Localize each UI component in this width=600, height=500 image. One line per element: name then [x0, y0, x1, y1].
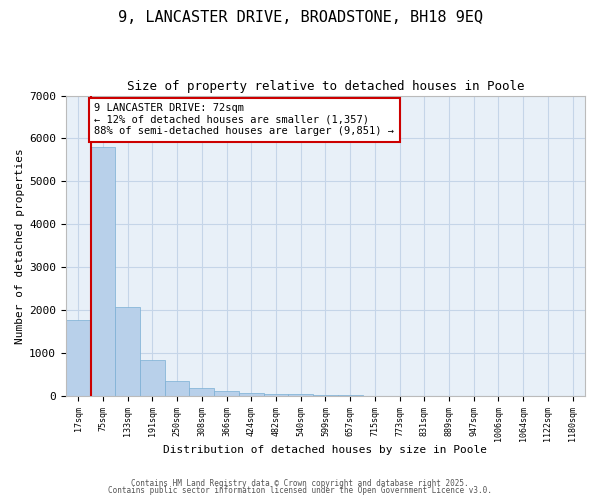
Bar: [115, 307, 140, 396]
Y-axis label: Number of detached properties: Number of detached properties: [15, 148, 25, 344]
Text: 9, LANCASTER DRIVE, BROADSTONE, BH18 9EQ: 9, LANCASTER DRIVE, BROADSTONE, BH18 9EQ: [118, 10, 482, 25]
X-axis label: Distribution of detached houses by size in Poole: Distribution of detached houses by size …: [163, 445, 487, 455]
Text: 9 LANCASTER DRIVE: 72sqm
← 12% of detached houses are smaller (1,357)
88% of sem: 9 LANCASTER DRIVE: 72sqm ← 12% of detach…: [94, 104, 394, 136]
Bar: [190, 388, 214, 396]
Text: Contains HM Land Registry data © Crown copyright and database right 2025.: Contains HM Land Registry data © Crown c…: [131, 478, 469, 488]
Text: Contains public sector information licensed under the Open Government Licence v3: Contains public sector information licen…: [108, 486, 492, 495]
Bar: [313, 395, 338, 396]
Bar: [214, 392, 239, 396]
Bar: [263, 394, 289, 396]
Bar: [66, 320, 91, 396]
Bar: [91, 147, 115, 396]
Title: Size of property relative to detached houses in Poole: Size of property relative to detached ho…: [127, 80, 524, 93]
Bar: [289, 394, 313, 396]
Bar: [140, 360, 165, 396]
Bar: [239, 393, 263, 396]
Bar: [165, 381, 190, 396]
